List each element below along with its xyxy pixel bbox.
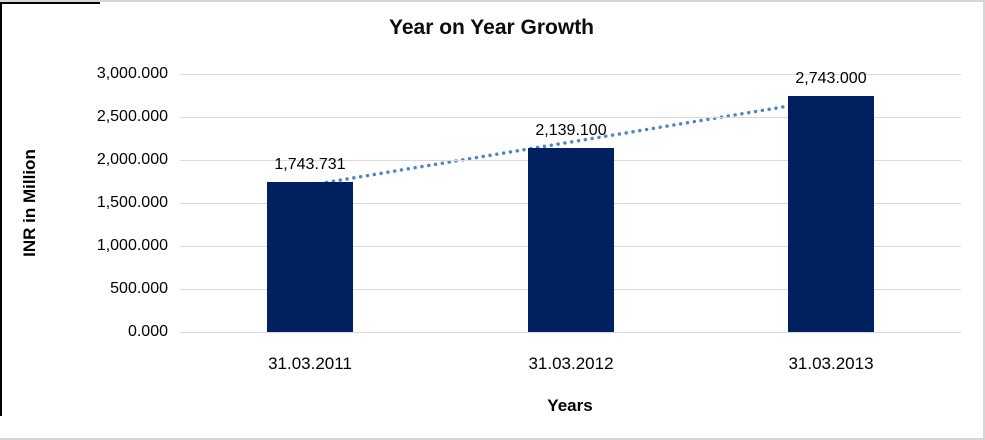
y-tick-label: 500.000	[110, 280, 168, 297]
y-tick-label: 3,000.000	[96, 65, 168, 82]
y-tick-label: 1,000.000	[96, 237, 168, 254]
data-label: 2,743.000	[795, 70, 867, 87]
data-label: 1,743.731	[274, 156, 346, 173]
x-axis-line	[180, 332, 961, 333]
bar-31.03.2013	[788, 96, 874, 332]
y-tick-label: 1,500.000	[96, 194, 168, 211]
data-label: 2,139.100	[535, 122, 607, 139]
chart-border-left	[0, 2, 2, 416]
chart-title: Year on Year Growth	[388, 16, 595, 39]
y-tick-label: 0.000	[127, 323, 168, 340]
gridline	[180, 74, 961, 75]
x-tick-label: 31.03.2011	[268, 354, 352, 373]
x-axis-title: Years	[547, 396, 593, 415]
gridline	[180, 117, 961, 118]
bar-31.03.2011	[267, 182, 353, 332]
bar-31.03.2012	[528, 148, 614, 332]
x-tick-label: 31.03.2012	[528, 354, 614, 373]
y-tick-label: 2,500.000	[96, 108, 168, 125]
y-axis-title: INR in Million	[20, 149, 39, 257]
y-tick-label: 2,000.000	[96, 151, 168, 168]
chart-border-top	[0, 2, 100, 4]
x-tick-label: 31.03.2013	[788, 354, 874, 373]
